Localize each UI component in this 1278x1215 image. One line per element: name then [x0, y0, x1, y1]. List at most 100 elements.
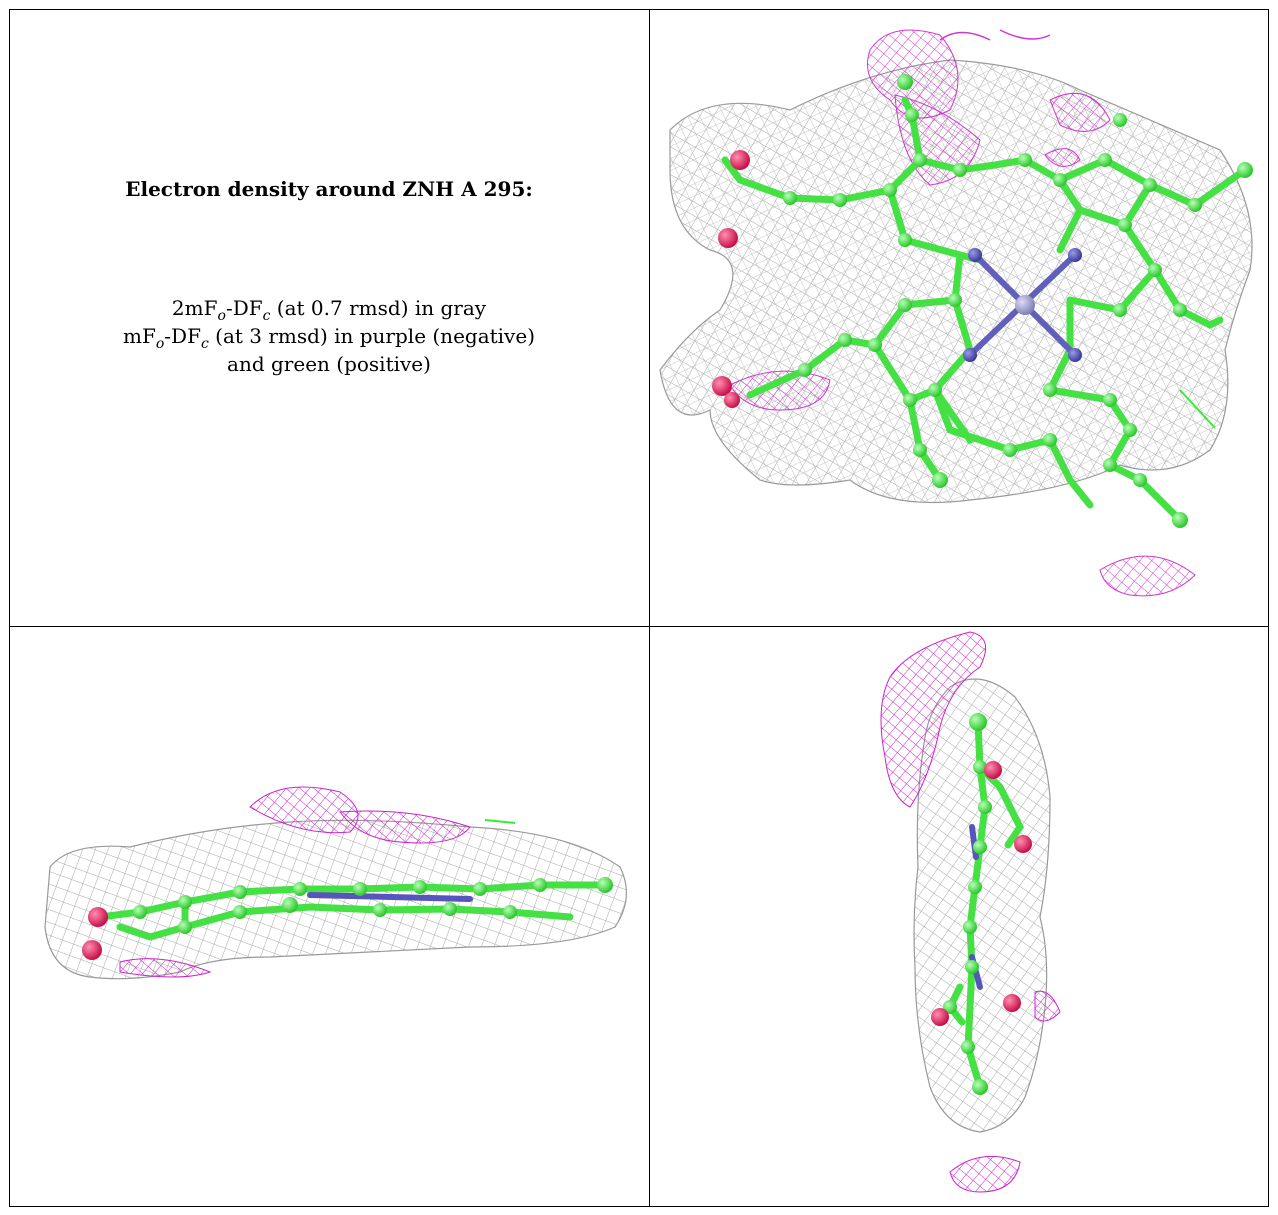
- carbon-atom: [473, 882, 487, 896]
- carbon-atom: [905, 108, 919, 122]
- carbon-atom: [928, 383, 942, 397]
- top-view-svg: [659, 29, 1253, 597]
- carbon-atom: [932, 472, 948, 488]
- carbon-atom: [178, 920, 192, 934]
- side-view-panel: [10, 627, 649, 1206]
- oxygen-atom: [931, 1008, 949, 1026]
- atoms: [133, 877, 613, 934]
- positive-density-mesh: [484, 819, 516, 824]
- carbon-atom: [1173, 303, 1187, 317]
- carbon-atom: [1003, 443, 1017, 457]
- carbon-atom: [963, 920, 977, 934]
- carbon-atom: [1113, 303, 1127, 317]
- carbon-atom: [1133, 473, 1147, 487]
- carbon-atom: [1043, 433, 1057, 447]
- oxygen-atom: [1014, 835, 1032, 853]
- carbon-atom: [833, 193, 847, 207]
- carbon-atom: [233, 905, 247, 919]
- carbon-atom: [1123, 423, 1137, 437]
- carbon-atom: [353, 882, 367, 896]
- carbon-atom: [973, 760, 987, 774]
- carbon-atom: [1103, 393, 1117, 407]
- carbon-atom: [373, 903, 387, 917]
- carbon-atom: [903, 393, 917, 407]
- negative-density-mesh: [119, 786, 471, 978]
- figure-frame: [9, 9, 1269, 1207]
- carbon-atom: [913, 443, 927, 457]
- carbon-atom: [978, 800, 992, 814]
- top-view-panel: [650, 10, 1268, 625]
- carbon-atom: [1043, 383, 1057, 397]
- positive-density-mesh: [1179, 389, 1216, 429]
- carbon-atom: [798, 363, 812, 377]
- carbon-atom: [883, 183, 897, 197]
- caption-line-2: mFo-DFc (at 3 rmsd) in purple (negative): [123, 324, 535, 352]
- carbon-atom: [973, 840, 987, 854]
- carbon-atom: [897, 74, 913, 90]
- oxygen-atom: [1003, 994, 1021, 1012]
- carbon-atom: [597, 877, 613, 893]
- gray-density-mesh: [44, 819, 628, 980]
- carbon-atom: [783, 191, 797, 205]
- carbon-atom: [1118, 218, 1132, 232]
- oxygen-atom: [984, 761, 1002, 779]
- zinc-atom: [1015, 295, 1035, 315]
- carbon-atom: [968, 880, 982, 894]
- carbon-atom: [1237, 162, 1253, 178]
- carbon-atom: [233, 885, 247, 899]
- atoms: [943, 713, 992, 1095]
- column-divider: [649, 9, 650, 1207]
- carbon-atom: [1053, 173, 1067, 187]
- carbon-atom: [1148, 263, 1162, 277]
- carbon-atom: [898, 298, 912, 312]
- carbon-atom: [282, 897, 298, 913]
- oxygen-atom: [712, 376, 732, 396]
- carbon-atom: [1188, 198, 1202, 212]
- nitrogen-atom: [963, 348, 977, 362]
- carbon-atom: [178, 895, 192, 909]
- carbon-atom: [443, 902, 457, 916]
- carbon-atom: [838, 333, 852, 347]
- carbon-atom: [965, 960, 979, 974]
- carbon-atom: [961, 1040, 975, 1054]
- carbon-atom: [1172, 512, 1188, 528]
- carbon-atom: [969, 713, 987, 731]
- carbon-atom: [868, 338, 882, 352]
- carbon-atom: [953, 163, 967, 177]
- carbon-atom: [943, 1000, 957, 1014]
- carbon-atom: [1018, 153, 1032, 167]
- carbon-atom: [1143, 178, 1157, 192]
- carbon-atom: [133, 905, 147, 919]
- negative-density-mesh: [880, 631, 1061, 1193]
- atoms: [712, 74, 1253, 528]
- carbon-atom: [533, 878, 547, 892]
- nitrogen-atom: [1068, 348, 1082, 362]
- carbon-atom: [948, 293, 962, 307]
- oxygen-atom: [724, 392, 740, 408]
- carbon-atom: [413, 880, 427, 894]
- zinc-nitrogen-bonds: [307, 892, 473, 902]
- carbon-atom: [1103, 458, 1117, 472]
- caption-body: 2mFo-DFc (at 0.7 rmsd) in gray mFo-DFc (…: [9, 294, 649, 378]
- caption-cell: Electron density around ZNH A 295: 2mFo-…: [9, 9, 649, 626]
- row-divider: [9, 626, 1269, 627]
- caption-title: Electron density around ZNH A 295:: [125, 177, 533, 201]
- oxygen-atom: [88, 907, 108, 927]
- oxygen-atom: [730, 150, 750, 170]
- carbon-atom: [898, 233, 912, 247]
- carbon-atom: [503, 905, 517, 919]
- end-view-panel: [650, 627, 1268, 1206]
- side-view-svg: [44, 786, 628, 980]
- end-view-svg: [880, 631, 1061, 1193]
- carbon-atom: [293, 882, 307, 896]
- caption-line-1: 2mFo-DFc (at 0.7 rmsd) in gray: [171, 296, 487, 324]
- nitrogen-atom: [968, 248, 982, 262]
- carbon-atom: [972, 1079, 988, 1095]
- carbon-atom: [1113, 113, 1127, 127]
- carbon-atom: [913, 153, 927, 167]
- caption-line-3: and green (positive): [227, 352, 431, 376]
- carbon-atom: [1098, 153, 1112, 167]
- oxygen-atom: [82, 940, 102, 960]
- nitrogen-atom: [1068, 248, 1082, 262]
- oxygen-atom: [718, 228, 738, 248]
